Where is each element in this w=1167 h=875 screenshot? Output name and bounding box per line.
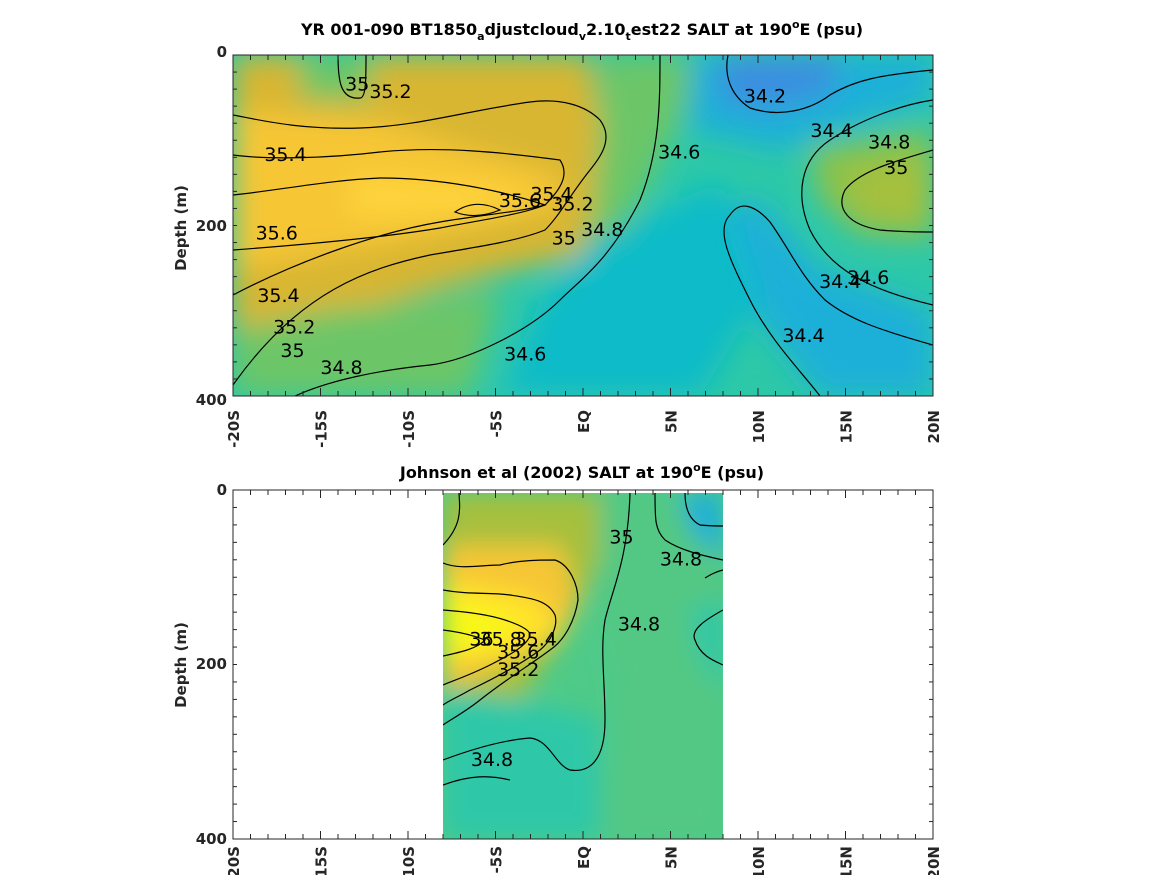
x-tick-label: 15N <box>838 846 856 875</box>
x-tick-label: -5S <box>488 410 506 437</box>
x-tick-label: 5N <box>663 846 681 869</box>
contour-line-35.6 <box>453 203 502 217</box>
contour-line-35.4 <box>233 148 565 296</box>
contour-label: 35 <box>609 526 633 548</box>
contour-label: 35.6 <box>499 190 541 212</box>
contour-label: 35 <box>884 157 908 179</box>
contour-label: 35.2 <box>273 316 315 338</box>
contour-line-35 <box>443 493 461 546</box>
contour-label: 34.4 <box>819 271 861 293</box>
y-tick-label: 0 <box>217 43 227 61</box>
y-tick-label: 0 <box>217 481 227 499</box>
x-tick-label: 5N <box>663 410 681 433</box>
contour-line-35 <box>337 55 367 99</box>
contour-line-34.8 <box>443 776 511 786</box>
contour-label: 35.8 <box>480 629 522 651</box>
bottom-chart-ylabel: Depth (m) <box>172 622 190 708</box>
bottom-chart-title: Johnson et al (2002) SALT at 190oE (psu) <box>399 461 764 482</box>
x-tick-label: -10S <box>400 410 418 448</box>
contour-line-34.8 <box>693 609 723 666</box>
y-tick-label: 400 <box>196 391 227 409</box>
bottom-chart: Johnson et al (2002) SALT at 190oE (psu) <box>172 461 943 875</box>
x-tick-label: 20N <box>925 846 943 875</box>
contour-label: 34.6 <box>847 267 889 289</box>
contour-label: 34.4 <box>782 325 824 347</box>
x-tick-label: 10N <box>750 410 768 443</box>
contour-label: 35 <box>552 228 576 250</box>
contour-label: 34.8 <box>868 131 910 153</box>
contour-label: 35.4 <box>264 144 306 166</box>
contour-line-34.6 <box>723 205 933 396</box>
contour-label: 34.8 <box>660 548 702 570</box>
x-tick-label: 15S <box>313 846 331 875</box>
top-chart-field <box>233 55 933 396</box>
bottom-chart-y-ticks: 0 200 400 <box>196 481 933 848</box>
x-tick-label: -20S <box>225 410 243 448</box>
contour-line-34.8 <box>654 493 723 561</box>
y-tick-label: 200 <box>196 217 227 235</box>
contour-label: 35.6 <box>256 223 298 245</box>
top-chart-title: YR 001-090 BT1850adjustcloudv2.10test22 … <box>300 18 863 43</box>
contour-line-34.8 <box>801 99 933 306</box>
bottom-chart-x-ticks: 20S 15S 10S -5S EQ 5N 10N 15N 20N <box>225 490 943 875</box>
y-tick-label: 200 <box>196 655 227 673</box>
contour-label: 35 <box>280 340 304 362</box>
bottom-chart-contours <box>443 493 723 786</box>
contour-line-35.6 <box>443 589 557 706</box>
contour-label: 34.8 <box>320 357 362 379</box>
x-tick-label: 20N <box>925 410 943 443</box>
top-chart-contour-labels: 35 35.235.435.635.435.23534.835.635.435.2… <box>256 73 911 379</box>
top-chart-contours <box>233 55 933 396</box>
contour-line-35.8 <box>443 629 487 657</box>
contour-line-34.4 <box>726 55 933 114</box>
contour-label: 35.2 <box>369 81 411 103</box>
x-tick-label: 20S <box>225 846 243 875</box>
contour-line-34.8 <box>704 569 723 579</box>
contour-label: 35.4 <box>515 629 557 651</box>
x-tick-label: -15S <box>313 410 331 448</box>
contour-label: 36 <box>469 629 493 651</box>
contour-label: 35.2 <box>551 194 593 216</box>
contour-label: 34.8 <box>618 614 660 636</box>
x-tick-label: EQ <box>575 846 593 869</box>
x-tick-label: 10S <box>400 846 418 875</box>
top-chart-y-ticks: 0 200 400 <box>196 43 933 409</box>
contour-line-35.6 <box>233 177 547 251</box>
top-chart-ylabel: Depth (m) <box>172 185 190 271</box>
contour-line-35.8 <box>443 609 531 686</box>
contour-label: 34.8 <box>581 219 623 241</box>
contour-line-35.4 <box>443 559 579 726</box>
contour-line-35 <box>443 493 631 771</box>
contour-line-34.8 <box>684 493 723 527</box>
bottom-chart-field <box>443 493 723 839</box>
y-tick-label: 400 <box>196 830 227 848</box>
contour-label: 35 <box>345 73 369 95</box>
contour-line-35 <box>233 100 607 386</box>
x-tick-label: 10N <box>750 846 768 875</box>
contour-label: 35.2 <box>497 659 539 681</box>
contour-label: 35.4 <box>257 285 299 307</box>
contour-label: 35.4 <box>530 183 572 205</box>
contour-label: 34.8 <box>471 749 513 771</box>
x-tick-label: 15N <box>838 410 856 443</box>
contour-label: 34.6 <box>504 344 546 366</box>
contour-line-35 <box>841 149 933 233</box>
contour-label: 34.4 <box>810 120 852 142</box>
top-chart: YR 001-090 BT1850adjustcloudv2.10test22 … <box>172 18 943 448</box>
contour-label: 34.2 <box>744 85 786 107</box>
x-tick-label: -5S <box>488 846 506 873</box>
top-chart-x-ticks: -20S -15S -10S -5S EQ 5N 10N 15N 20N <box>225 55 943 448</box>
x-tick-label: EQ <box>575 410 593 433</box>
contour-label: 35.6 <box>497 642 539 664</box>
contour-label: 34.6 <box>658 142 700 164</box>
contour-line-34.8 <box>294 55 661 396</box>
